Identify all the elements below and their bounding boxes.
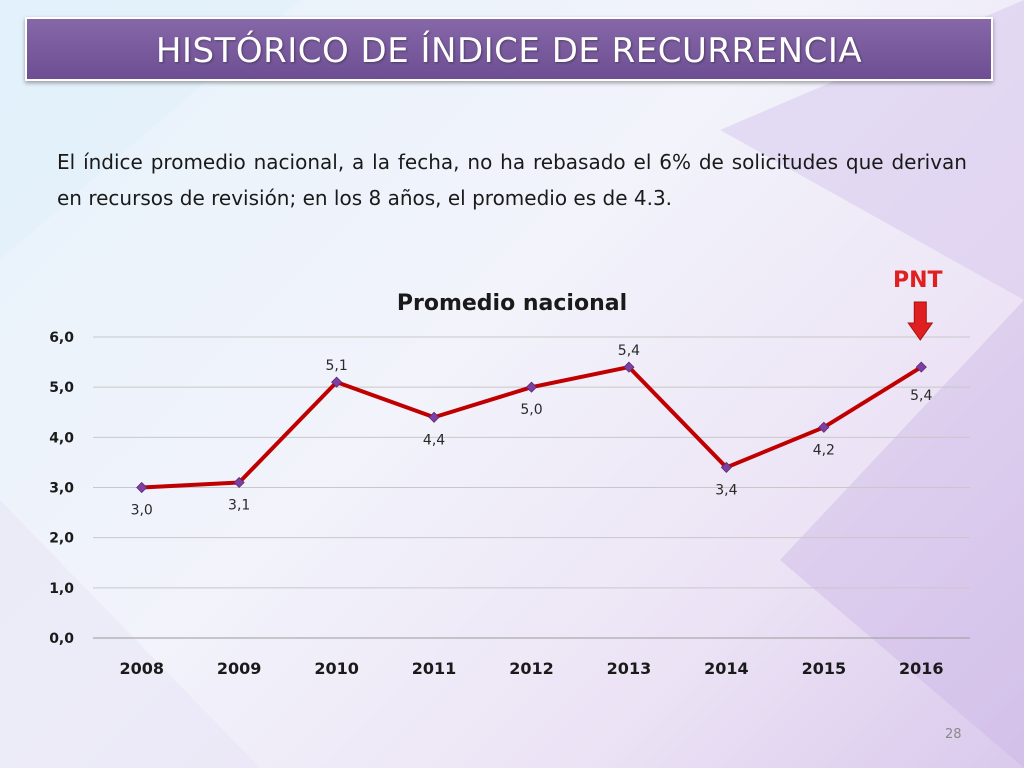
series-line-group — [136, 361, 927, 494]
y-tick-label: 3,0 — [49, 481, 74, 497]
data-label: 3,4 — [715, 482, 737, 498]
data-label: 4,4 — [423, 432, 445, 448]
y-tick-label: 1,0 — [49, 581, 74, 597]
chart-title: Promedio nacional — [397, 291, 627, 316]
x-tick-label: 2015 — [802, 659, 847, 678]
slide-title: HISTÓRICO DE ÍNDICE DE RECURRENCIA — [155, 31, 863, 71]
y-tick-label: 2,0 — [49, 531, 74, 547]
x-tick-label: 2012 — [509, 659, 554, 678]
title-banner: HISTÓRICO DE ÍNDICE DE RECURRENCIA — [25, 17, 993, 81]
x-tick-label: 2014 — [704, 659, 749, 678]
data-labels: 3,0 3,1 5,1 4,4 5,0 5,4 3,4 4,2 5,4 — [131, 343, 933, 518]
x-tick-label: 2013 — [607, 659, 652, 678]
page-number: 28 — [945, 727, 962, 742]
data-point-marker — [623, 361, 635, 373]
data-label: 4,2 — [813, 442, 835, 458]
pnt-annotation: PNT — [893, 268, 943, 293]
data-label: 5,4 — [910, 388, 932, 404]
slide-description: El índice promedio nacional, a la fecha,… — [57, 150, 967, 210]
data-label: 5,1 — [325, 358, 347, 374]
x-tick-label: 2009 — [217, 659, 262, 678]
data-label: 3,1 — [228, 497, 250, 513]
data-point-marker — [915, 361, 927, 373]
y-tick-label: 6,0 — [49, 330, 74, 346]
data-point-marker — [720, 461, 732, 473]
x-tick-label: 2010 — [314, 659, 359, 678]
x-tick-label: 2016 — [899, 659, 944, 678]
x-axis-ticks: 2008 2009 2010 2011 2012 2013 2014 2015 2016 — [119, 659, 943, 678]
gridlines — [93, 336, 970, 639]
data-label: 5,4 — [618, 343, 640, 359]
data-point-marker — [818, 421, 830, 433]
data-label: 5,0 — [520, 402, 542, 418]
data-label: 3,0 — [131, 503, 153, 519]
annotation-arrow-group — [907, 301, 934, 341]
x-tick-label: 2008 — [119, 659, 164, 678]
y-tick-label: 0,0 — [49, 631, 74, 647]
data-point-marker — [428, 411, 440, 423]
data-point-marker — [233, 476, 245, 489]
down-arrow-icon — [907, 301, 934, 341]
data-point-marker — [136, 481, 148, 494]
y-tick-label: 4,0 — [49, 430, 74, 446]
y-tick-label: 5,0 — [49, 380, 74, 396]
data-point-marker — [525, 381, 538, 393]
y-axis-ticks: 0,0 1,0 2,0 3,0 4,0 5,0 6,0 — [49, 330, 74, 647]
data-point-marker — [331, 376, 343, 388]
x-tick-label: 2011 — [412, 659, 457, 678]
